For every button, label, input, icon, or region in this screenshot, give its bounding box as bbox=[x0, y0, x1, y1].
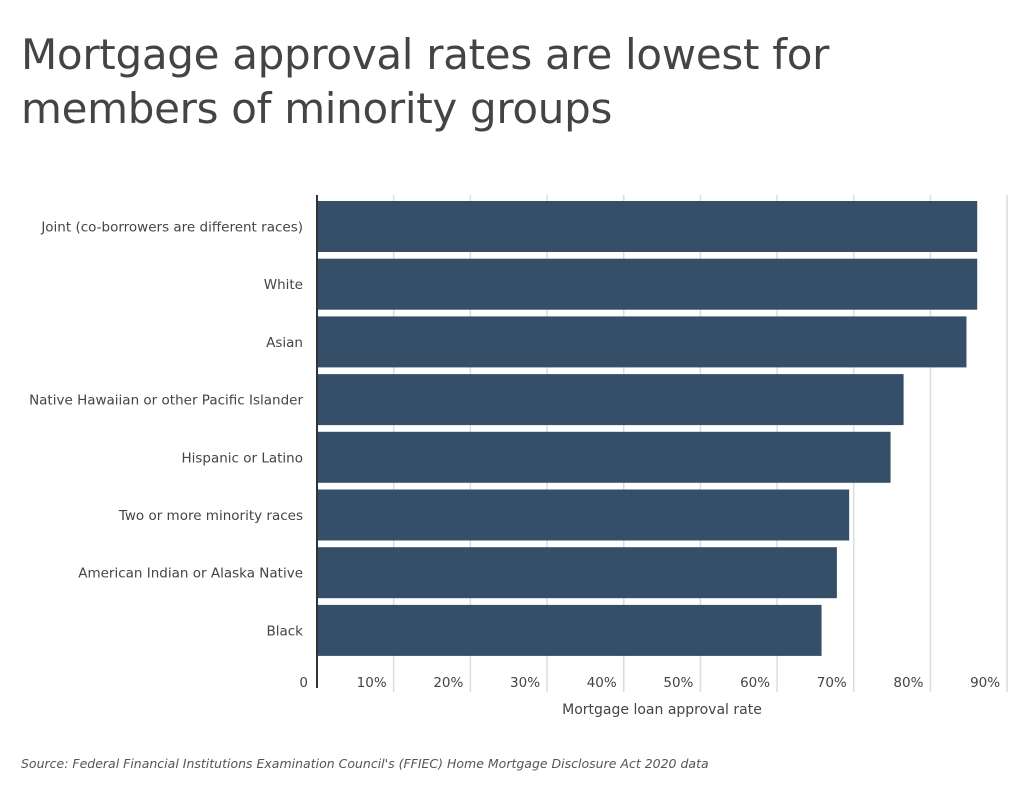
bar bbox=[317, 431, 891, 483]
category-label: Hispanic or Latino bbox=[181, 450, 303, 466]
category-label: Asian bbox=[266, 335, 303, 351]
category-label: Black bbox=[266, 623, 303, 639]
bar bbox=[317, 316, 967, 368]
x-tick-label: 40% bbox=[587, 675, 617, 691]
x-tick-label: 90% bbox=[970, 675, 1000, 691]
x-tick-label: 70% bbox=[817, 675, 847, 691]
chart-title: Mortgage approval rates are lowest for m… bbox=[21, 30, 830, 133]
x-tick-labels: 0 10% 20% 30% 40% 50% 60% 70% 80% 90% bbox=[299, 675, 1000, 691]
category-label: American Indian or Alaska Native bbox=[78, 566, 303, 582]
bar bbox=[317, 489, 850, 541]
bar bbox=[317, 374, 904, 426]
x-tick-label: 60% bbox=[740, 675, 770, 691]
category-label: White bbox=[264, 277, 303, 293]
x-tick-label: 10% bbox=[357, 675, 387, 691]
bar bbox=[317, 547, 837, 599]
bar bbox=[317, 201, 978, 252]
x-axis-label: Mortgage loan approval rate bbox=[562, 702, 762, 718]
bar bbox=[317, 258, 978, 310]
x-tick-label: 20% bbox=[433, 675, 463, 691]
x-tick-label: 30% bbox=[510, 675, 540, 691]
category-label: Joint (co-borrowers are different races) bbox=[40, 220, 303, 236]
category-label: Native Hawaiian or other Pacific Islande… bbox=[29, 393, 303, 409]
category-labels: Joint (co-borrowers are different races)… bbox=[29, 220, 303, 640]
category-label: Two or more minority races bbox=[118, 508, 303, 524]
x-tick-label: 0 bbox=[299, 675, 308, 691]
x-tick-label: 50% bbox=[663, 675, 693, 691]
x-tick-label: 80% bbox=[893, 675, 923, 691]
source-note: Source: Federal Financial Institutions E… bbox=[21, 756, 709, 771]
bar bbox=[317, 604, 822, 656]
bars bbox=[317, 201, 978, 656]
